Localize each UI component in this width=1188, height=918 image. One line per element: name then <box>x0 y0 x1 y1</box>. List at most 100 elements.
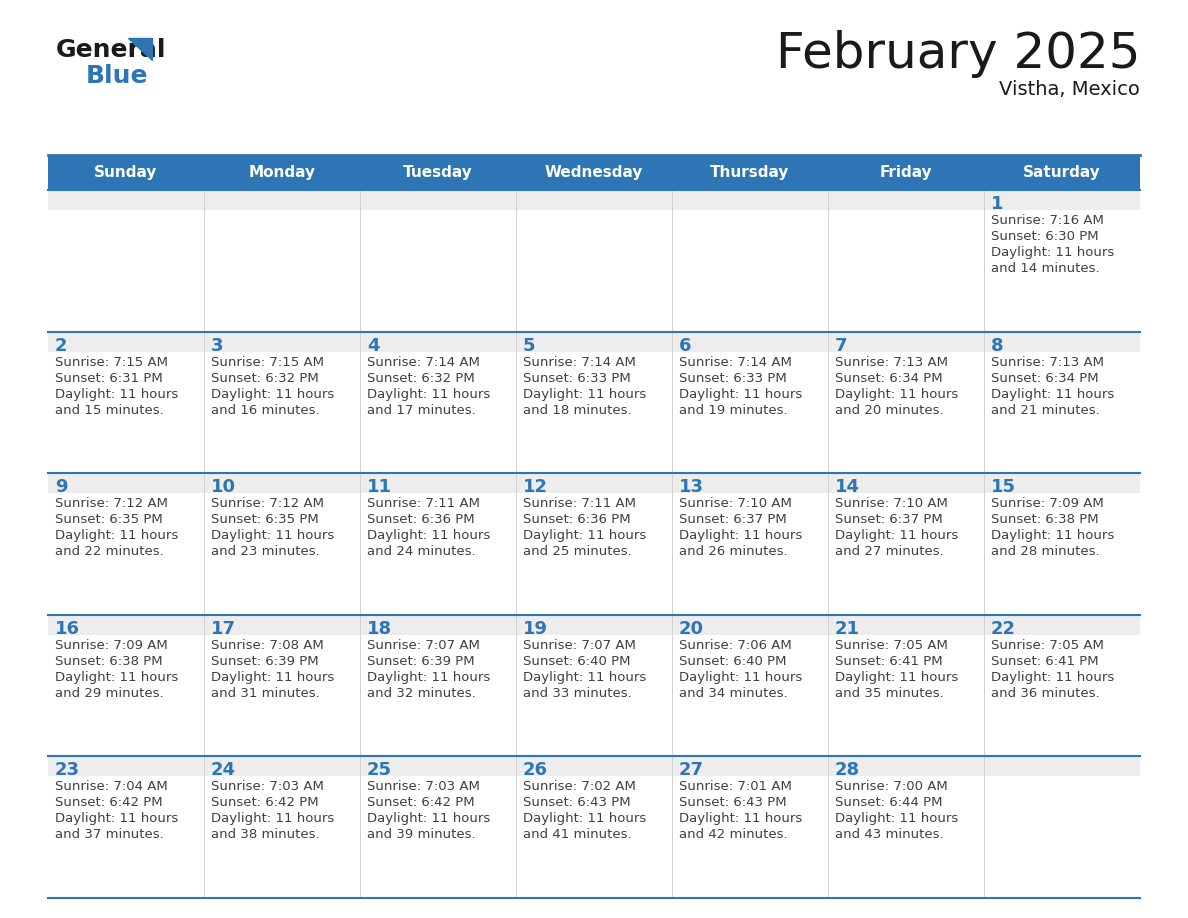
Text: Sunrise: 7:02 AM: Sunrise: 7:02 AM <box>523 780 636 793</box>
Text: Blue: Blue <box>86 64 148 88</box>
Text: Sunset: 6:42 PM: Sunset: 6:42 PM <box>367 797 475 810</box>
Text: Sunset: 6:43 PM: Sunset: 6:43 PM <box>523 797 631 810</box>
Text: Sunrise: 7:10 AM: Sunrise: 7:10 AM <box>835 498 948 510</box>
Text: Sunset: 6:42 PM: Sunset: 6:42 PM <box>55 797 163 810</box>
Text: 8: 8 <box>991 337 1004 354</box>
Text: and 23 minutes.: and 23 minutes. <box>211 545 320 558</box>
Text: Daylight: 11 hours: Daylight: 11 hours <box>367 529 491 543</box>
Text: Sunrise: 7:15 AM: Sunrise: 7:15 AM <box>211 355 324 369</box>
Text: Daylight: 11 hours: Daylight: 11 hours <box>991 671 1114 684</box>
Bar <box>48 635 1140 756</box>
Text: Friday: Friday <box>879 165 933 180</box>
Text: Sunset: 6:36 PM: Sunset: 6:36 PM <box>367 513 475 526</box>
Text: 16: 16 <box>55 620 80 638</box>
Bar <box>48 155 1140 190</box>
Text: 3: 3 <box>211 337 223 354</box>
Text: and 22 minutes.: and 22 minutes. <box>55 545 164 558</box>
Bar <box>48 777 1140 898</box>
Text: Daylight: 11 hours: Daylight: 11 hours <box>991 529 1114 543</box>
Bar <box>48 352 1140 473</box>
Text: Sunset: 6:31 PM: Sunset: 6:31 PM <box>55 372 163 385</box>
Text: and 31 minutes.: and 31 minutes. <box>211 687 320 700</box>
Text: Sunrise: 7:08 AM: Sunrise: 7:08 AM <box>211 639 324 652</box>
Text: Sunset: 6:32 PM: Sunset: 6:32 PM <box>367 372 475 385</box>
Text: Daylight: 11 hours: Daylight: 11 hours <box>680 671 802 684</box>
Text: Daylight: 11 hours: Daylight: 11 hours <box>835 529 959 543</box>
Bar <box>48 331 1140 352</box>
Text: Sunrise: 7:12 AM: Sunrise: 7:12 AM <box>211 498 324 510</box>
Text: and 34 minutes.: and 34 minutes. <box>680 687 788 700</box>
Text: Monday: Monday <box>248 165 316 180</box>
Text: 17: 17 <box>211 620 236 638</box>
Text: Sunrise: 7:03 AM: Sunrise: 7:03 AM <box>367 780 480 793</box>
Text: February 2025: February 2025 <box>776 30 1140 78</box>
Text: Sunset: 6:33 PM: Sunset: 6:33 PM <box>523 372 631 385</box>
Text: Sunrise: 7:12 AM: Sunrise: 7:12 AM <box>55 498 168 510</box>
Text: Sunset: 6:33 PM: Sunset: 6:33 PM <box>680 372 786 385</box>
Text: Saturday: Saturday <box>1023 165 1101 180</box>
Text: and 15 minutes.: and 15 minutes. <box>55 404 164 417</box>
Text: Sunset: 6:37 PM: Sunset: 6:37 PM <box>680 513 786 526</box>
Text: Wednesday: Wednesday <box>545 165 643 180</box>
Text: Sunset: 6:43 PM: Sunset: 6:43 PM <box>680 797 786 810</box>
Text: Sunset: 6:34 PM: Sunset: 6:34 PM <box>991 372 1099 385</box>
Text: Sunrise: 7:09 AM: Sunrise: 7:09 AM <box>55 639 168 652</box>
Text: Daylight: 11 hours: Daylight: 11 hours <box>523 387 646 400</box>
Bar <box>48 190 1140 210</box>
Text: 27: 27 <box>680 761 704 779</box>
Text: Sunday: Sunday <box>94 165 158 180</box>
Text: Daylight: 11 hours: Daylight: 11 hours <box>991 387 1114 400</box>
Text: Sunset: 6:36 PM: Sunset: 6:36 PM <box>523 513 631 526</box>
Text: Vistha, Mexico: Vistha, Mexico <box>999 80 1140 99</box>
Text: and 35 minutes.: and 35 minutes. <box>835 687 943 700</box>
Text: Sunrise: 7:13 AM: Sunrise: 7:13 AM <box>991 355 1104 369</box>
Text: Sunset: 6:39 PM: Sunset: 6:39 PM <box>367 655 475 667</box>
Text: Sunrise: 7:10 AM: Sunrise: 7:10 AM <box>680 498 792 510</box>
Text: Sunset: 6:38 PM: Sunset: 6:38 PM <box>991 513 1099 526</box>
Text: 18: 18 <box>367 620 392 638</box>
Text: Sunrise: 7:07 AM: Sunrise: 7:07 AM <box>523 639 636 652</box>
Text: 21: 21 <box>835 620 860 638</box>
Text: Daylight: 11 hours: Daylight: 11 hours <box>680 529 802 543</box>
Text: Sunrise: 7:14 AM: Sunrise: 7:14 AM <box>680 355 792 369</box>
Text: Daylight: 11 hours: Daylight: 11 hours <box>367 387 491 400</box>
Text: and 43 minutes.: and 43 minutes. <box>835 828 943 842</box>
Text: Daylight: 11 hours: Daylight: 11 hours <box>367 671 491 684</box>
Text: and 16 minutes.: and 16 minutes. <box>211 404 320 417</box>
Text: and 41 minutes.: and 41 minutes. <box>523 828 632 842</box>
Text: Sunset: 6:35 PM: Sunset: 6:35 PM <box>55 513 163 526</box>
Text: 7: 7 <box>835 337 847 354</box>
Text: Sunrise: 7:00 AM: Sunrise: 7:00 AM <box>835 780 948 793</box>
Text: Daylight: 11 hours: Daylight: 11 hours <box>367 812 491 825</box>
Text: Sunrise: 7:05 AM: Sunrise: 7:05 AM <box>991 639 1104 652</box>
Text: Daylight: 11 hours: Daylight: 11 hours <box>211 529 334 543</box>
Text: Thursday: Thursday <box>710 165 790 180</box>
Text: Daylight: 11 hours: Daylight: 11 hours <box>55 671 178 684</box>
Text: 23: 23 <box>55 761 80 779</box>
Text: Sunrise: 7:06 AM: Sunrise: 7:06 AM <box>680 639 791 652</box>
Text: Daylight: 11 hours: Daylight: 11 hours <box>211 812 334 825</box>
Text: 20: 20 <box>680 620 704 638</box>
Bar <box>48 615 1140 635</box>
Bar <box>48 493 1140 615</box>
Text: and 32 minutes.: and 32 minutes. <box>367 687 475 700</box>
Text: 13: 13 <box>680 478 704 497</box>
Text: and 28 minutes.: and 28 minutes. <box>991 545 1100 558</box>
Text: and 37 minutes.: and 37 minutes. <box>55 828 164 842</box>
Text: Sunset: 6:39 PM: Sunset: 6:39 PM <box>211 655 318 667</box>
Text: Sunrise: 7:09 AM: Sunrise: 7:09 AM <box>991 498 1104 510</box>
Text: and 17 minutes.: and 17 minutes. <box>367 404 475 417</box>
Text: Daylight: 11 hours: Daylight: 11 hours <box>835 387 959 400</box>
Text: Daylight: 11 hours: Daylight: 11 hours <box>55 529 178 543</box>
Text: Sunset: 6:37 PM: Sunset: 6:37 PM <box>835 513 943 526</box>
Text: Sunset: 6:30 PM: Sunset: 6:30 PM <box>991 230 1099 243</box>
Text: Sunrise: 7:11 AM: Sunrise: 7:11 AM <box>523 498 636 510</box>
Text: and 33 minutes.: and 33 minutes. <box>523 687 632 700</box>
Text: Sunset: 6:34 PM: Sunset: 6:34 PM <box>835 372 942 385</box>
Text: Sunrise: 7:14 AM: Sunrise: 7:14 AM <box>367 355 480 369</box>
Bar <box>48 473 1140 493</box>
Text: Sunrise: 7:16 AM: Sunrise: 7:16 AM <box>991 214 1104 227</box>
Text: Sunrise: 7:05 AM: Sunrise: 7:05 AM <box>835 639 948 652</box>
Text: and 18 minutes.: and 18 minutes. <box>523 404 632 417</box>
Text: 28: 28 <box>835 761 860 779</box>
